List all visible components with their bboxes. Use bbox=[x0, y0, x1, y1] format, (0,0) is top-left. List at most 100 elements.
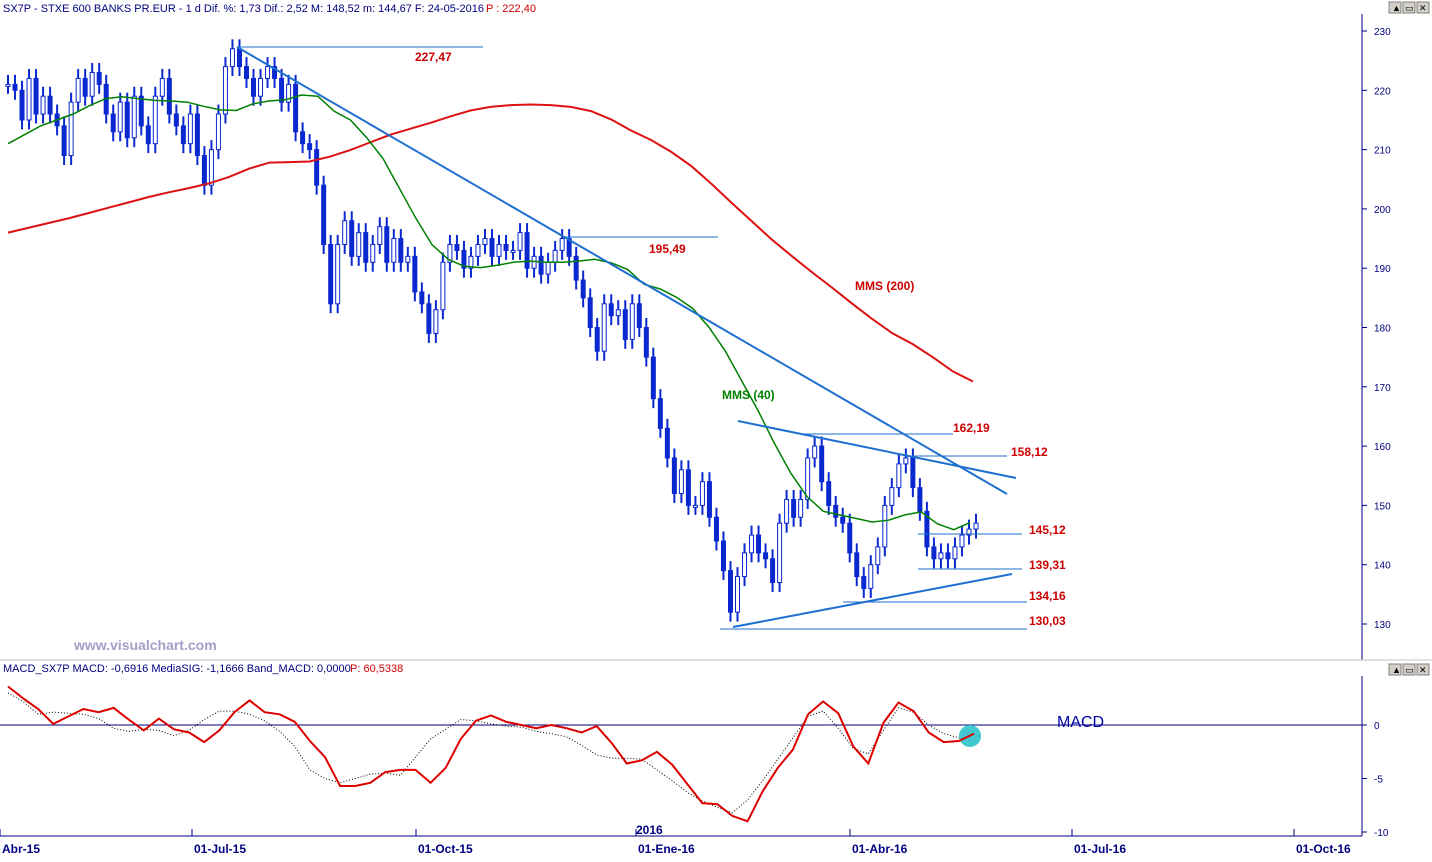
price-candle-body bbox=[489, 238, 495, 257]
price-candle-body bbox=[559, 238, 565, 251]
lower-wedge-line bbox=[732, 573, 1013, 628]
price-candle-body bbox=[636, 303, 642, 328]
price-candle-body bbox=[391, 238, 397, 263]
date-axis-label: 01-Jul-16 bbox=[1074, 842, 1126, 856]
price-candle-body bbox=[629, 303, 635, 340]
price-candle-body bbox=[896, 463, 902, 489]
price-candle-body bbox=[594, 327, 600, 352]
downtrend-line bbox=[236, 46, 1008, 495]
price-header-p: P : 222,40 bbox=[486, 3, 536, 15]
price-axis-label: 160 bbox=[1374, 442, 1391, 453]
price-candle-body bbox=[784, 498, 790, 524]
price-candle-body bbox=[678, 469, 684, 495]
ma200-line bbox=[7, 103, 974, 383]
ma40-line bbox=[7, 94, 971, 531]
price-axis-label: 190 bbox=[1374, 264, 1391, 275]
price-axis-label: 180 bbox=[1374, 324, 1391, 335]
price-candle-body bbox=[727, 570, 733, 613]
price-candle-body bbox=[138, 95, 144, 127]
price-candle-body bbox=[966, 528, 972, 536]
price-candle-body bbox=[882, 504, 888, 548]
price-candle-body bbox=[819, 445, 825, 483]
price-candle-body bbox=[671, 457, 677, 495]
price-candle-body bbox=[903, 457, 909, 465]
price-candle-body bbox=[440, 261, 446, 311]
price-candle-body bbox=[265, 66, 271, 79]
upper-wedge-line bbox=[737, 420, 1017, 479]
panel-restore-button[interactable] bbox=[1402, 1, 1416, 14]
price-candle-body bbox=[763, 552, 769, 560]
level-label-130: 130,03 bbox=[1029, 614, 1066, 628]
price-candle-body bbox=[173, 113, 179, 127]
macd-line bbox=[7, 685, 975, 823]
price-candle-body bbox=[685, 469, 691, 506]
macd-axis-label: -10 bbox=[1374, 828, 1389, 839]
price-candle-body bbox=[61, 125, 67, 157]
macd-axis-label: 0 bbox=[1374, 721, 1380, 732]
price-candle-body bbox=[580, 279, 586, 299]
price-axis-label: 230 bbox=[1374, 27, 1391, 38]
price-candle-body bbox=[159, 77, 165, 97]
price-candle-body bbox=[426, 303, 432, 334]
price-candle-body bbox=[82, 77, 88, 97]
price-candle-body bbox=[236, 48, 242, 68]
ma40-label: MMS (40) bbox=[722, 388, 775, 402]
price-candle-body bbox=[454, 243, 460, 251]
price-axis-label: 150 bbox=[1374, 501, 1391, 512]
price-candle-body bbox=[187, 113, 193, 145]
price-candle-body bbox=[924, 510, 930, 548]
price-candle-body bbox=[777, 522, 783, 583]
price-candle-body bbox=[601, 303, 607, 352]
macd-minimize-button[interactable] bbox=[1388, 663, 1402, 676]
ma200-label: MMS (200) bbox=[855, 279, 914, 293]
macd-minimize-icon: ▲ bbox=[1392, 665, 1401, 675]
price-candle-body bbox=[461, 249, 467, 269]
macd-restore-button[interactable] bbox=[1402, 663, 1416, 676]
macd-header-info: MACD_SX7P MACD: -0,6916 MediaSIG: -1,166… bbox=[3, 663, 351, 675]
price-candle-body bbox=[826, 481, 832, 506]
date-axis-label: 01-Oct-16 bbox=[1296, 842, 1351, 856]
price-candle-body bbox=[342, 220, 348, 245]
price-candle-body bbox=[608, 303, 614, 317]
macd-restore-icon: ▭ bbox=[1405, 665, 1414, 675]
price-candle-body bbox=[587, 297, 593, 329]
macd-layer bbox=[0, 692, 1362, 814]
price-candle-body bbox=[5, 83, 11, 87]
price-candle-body bbox=[40, 95, 46, 115]
price-candle-body bbox=[208, 149, 214, 186]
price-candle-body bbox=[405, 255, 411, 263]
date-axis-label: Abr-15 bbox=[2, 842, 40, 856]
panel-close-button[interactable] bbox=[1416, 1, 1430, 14]
price-candle-body bbox=[293, 83, 299, 133]
price-candle-body bbox=[833, 504, 839, 518]
price-candle-body bbox=[566, 238, 572, 257]
price-candle-body bbox=[321, 184, 327, 245]
price-axis-label: 210 bbox=[1374, 146, 1391, 157]
year-label: 2016 bbox=[636, 823, 663, 837]
price-candle-body bbox=[952, 546, 958, 560]
macd-panel-buttons: ▲ ▭ ✕ bbox=[1388, 663, 1430, 676]
macd-close-button[interactable] bbox=[1416, 663, 1430, 676]
price-candle-body bbox=[840, 516, 846, 524]
price-candle-body bbox=[131, 95, 137, 139]
macd-header-p: P: 60,5338 bbox=[350, 663, 403, 675]
price-candle-body bbox=[215, 113, 221, 151]
price-header-info: SX7P - STXE 600 BANKS PR.EUR - 1 d Dif. … bbox=[3, 3, 484, 15]
price-candle-body bbox=[377, 226, 383, 245]
restore-icon: ▭ bbox=[1405, 3, 1414, 13]
level-label-158: 158,12 bbox=[1011, 445, 1048, 459]
price-candle-body bbox=[335, 243, 341, 305]
price-candle-body bbox=[124, 101, 130, 139]
level-label-195: 195,49 bbox=[649, 242, 686, 256]
price-candle-body bbox=[419, 291, 425, 305]
price-candle-body bbox=[791, 498, 797, 518]
level-label-139: 139,31 bbox=[1029, 558, 1066, 572]
price-candle-body bbox=[713, 516, 719, 542]
price-candle-body bbox=[692, 504, 698, 508]
price-candle-body bbox=[152, 95, 158, 145]
price-candle-body bbox=[538, 255, 544, 275]
price-candle-body bbox=[545, 261, 551, 275]
panel-minimize-button[interactable] bbox=[1388, 1, 1402, 14]
